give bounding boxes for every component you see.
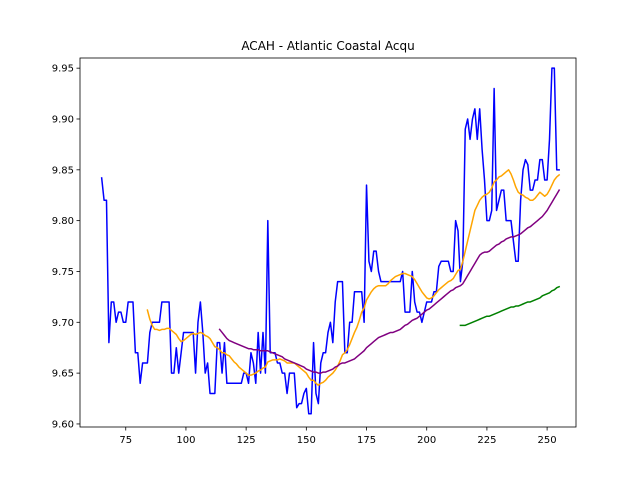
x-tick-label: 175	[357, 435, 376, 446]
series-line-2	[146, 169, 561, 387]
series-line-4	[459, 285, 561, 327]
x-tick-label: 75	[119, 435, 132, 446]
series-line-1	[100, 67, 560, 415]
y-tick-label: 9.70	[52, 318, 74, 329]
x-tick-label: 125	[237, 435, 256, 446]
chart-title: ACAH - Atlantic Coastal Acqu	[241, 39, 414, 53]
series-layer	[100, 67, 561, 415]
y-tick-label: 9.95	[52, 64, 74, 75]
axes-frame	[79, 57, 577, 428]
y-tick-label: 9.85	[52, 165, 74, 176]
y-tick-label: 9.75	[52, 267, 74, 278]
y-tick-label: 9.90	[52, 114, 74, 125]
x-tick-label: 225	[477, 435, 496, 446]
y-axis: 9.60 9.65 9.70 9.75 9.80 9.85 9.90 9.95	[52, 64, 80, 430]
series-line-3	[218, 189, 561, 374]
x-tick-label: 250	[538, 435, 557, 446]
x-tick-label: 200	[417, 435, 436, 446]
y-tick-label: 9.65	[52, 369, 74, 380]
x-tick-label: 150	[297, 435, 316, 446]
y-tick-label: 9.80	[52, 216, 74, 227]
x-tick-label: 100	[176, 435, 195, 446]
x-axis: 75 100 125 150 175 200 225 250	[119, 427, 557, 446]
y-tick-label: 9.60	[52, 419, 74, 430]
